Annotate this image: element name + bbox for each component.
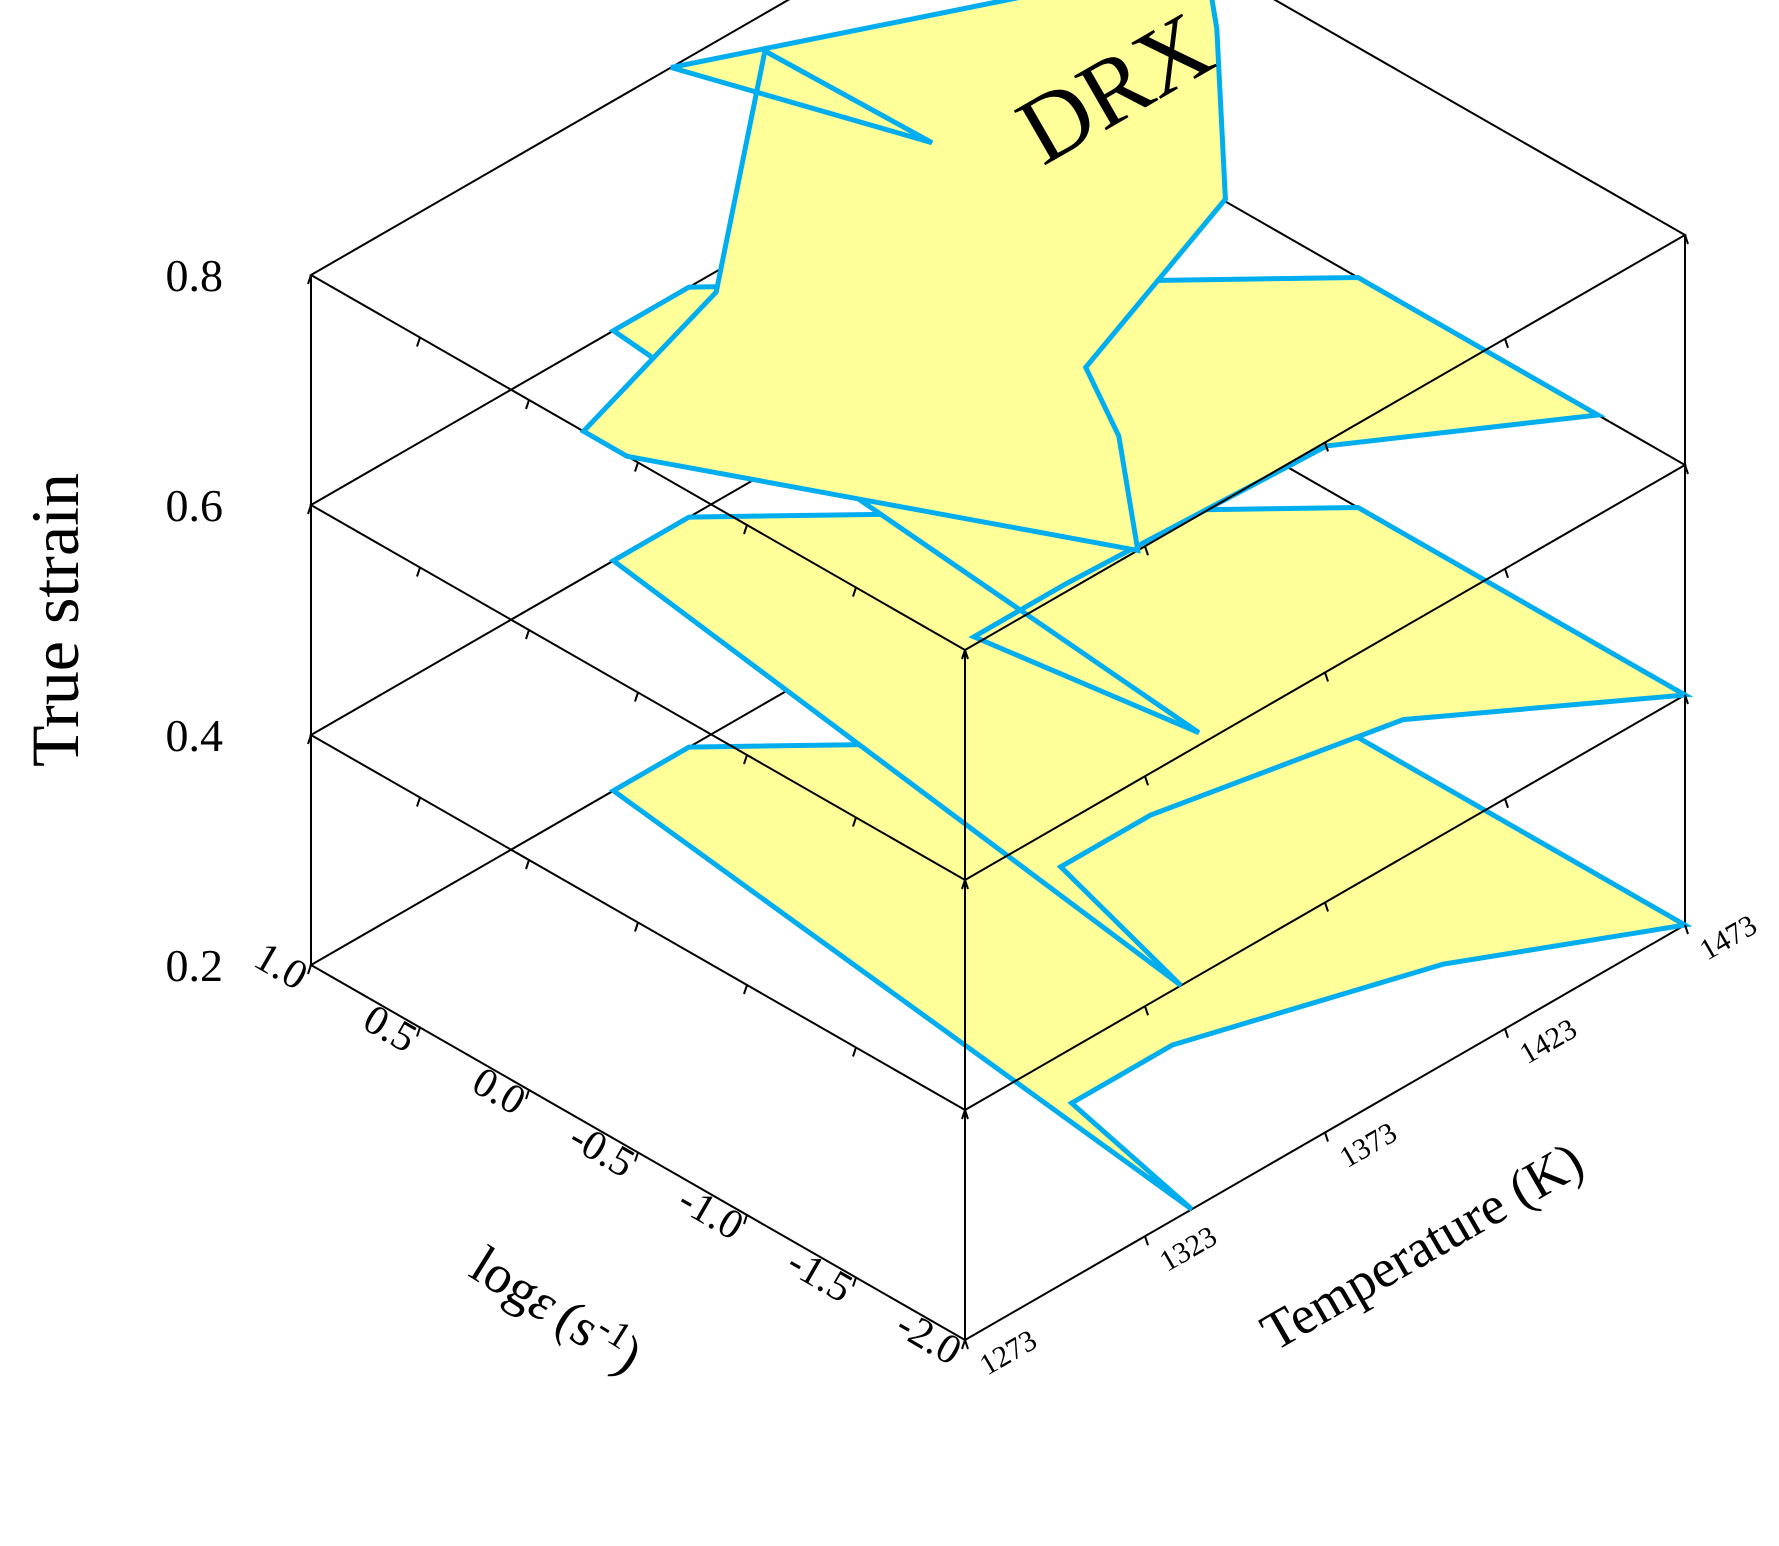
y-tick-label: 0.5 (356, 996, 424, 1062)
z-tick-label: 0.8 (166, 250, 224, 301)
plane-tick (525, 859, 530, 870)
plane-tick (852, 1047, 857, 1057)
plane-tick (525, 1089, 530, 1100)
x-tick-label: 1423 (1514, 1012, 1582, 1071)
y-tick-label: -0.5 (561, 1114, 642, 1187)
plane-tick (307, 274, 312, 285)
layer-0-8 (307, 0, 1689, 660)
drx-region (579, 0, 1228, 554)
plane-tick (1684, 234, 1689, 245)
y-tick-label: -1.0 (670, 1177, 751, 1250)
plane-tick (961, 1339, 966, 1350)
plane-tick (1144, 1005, 1149, 1016)
plane-tick (525, 399, 530, 410)
plane-tick (852, 817, 857, 827)
plane-tick (416, 337, 421, 347)
plane-tick (1144, 1235, 1149, 1246)
plane-tick (634, 1152, 639, 1162)
y-tick-label: -1.5 (779, 1239, 860, 1312)
plane-tick (1144, 545, 1149, 556)
plane-tick (1504, 338, 1509, 349)
strain-layers (307, 0, 1694, 1350)
plane-tick (743, 524, 748, 535)
z-tick-label: 0.4 (166, 710, 224, 761)
plane-tick (852, 587, 857, 597)
plane-tick (1324, 442, 1329, 452)
z-tick-label: 0.6 (166, 480, 224, 531)
plane-tick (634, 462, 639, 472)
x-axis-title: Temperature (K) (1251, 1130, 1593, 1362)
y-tick-label: 0.0 (465, 1059, 533, 1125)
x-tick-label: 1273 (974, 1323, 1042, 1382)
z-axis-title: True strain (17, 473, 93, 767)
plane-tick (1324, 672, 1329, 682)
y-axis-title: logε(s-1) (461, 1232, 655, 1386)
plane-tick (852, 1277, 857, 1287)
plane-tick (525, 629, 530, 640)
plane-tick (634, 692, 639, 702)
plane-tick (307, 964, 312, 975)
plane-tick (1684, 694, 1689, 705)
plane-tick (743, 1214, 748, 1225)
x-tick-label: 1373 (1334, 1116, 1402, 1175)
plane-tick (1504, 568, 1509, 579)
plane-tick (1144, 775, 1149, 786)
z-tick-label: 0.2 (166, 940, 224, 991)
plane-tick (743, 754, 748, 765)
plane-tick (416, 797, 421, 807)
plane-tick (1504, 798, 1509, 809)
plane-tick (307, 734, 312, 745)
plane-tick (634, 922, 639, 932)
x-tick-label: 1473 (1694, 908, 1762, 967)
y-tick-label: 1.0 (247, 934, 315, 1000)
x-tick-label: 1323 (1154, 1220, 1222, 1279)
plane-tick (416, 567, 421, 577)
plane-tick (307, 504, 312, 515)
plane-tick (416, 1027, 421, 1037)
plane-tick (1504, 1028, 1509, 1039)
plane-tick (743, 984, 748, 995)
plane-tick (1324, 1132, 1329, 1142)
plane-tick (1684, 464, 1689, 475)
plane-tick (1684, 924, 1689, 935)
plane-tick (1324, 902, 1329, 912)
y-tick-label: -2.0 (888, 1302, 969, 1375)
